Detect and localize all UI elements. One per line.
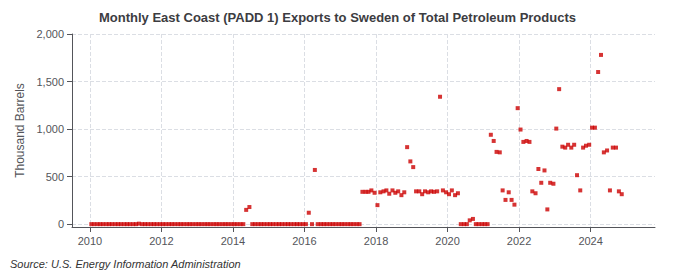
svg-text:2010: 2010	[78, 235, 102, 247]
svg-text:2012: 2012	[149, 235, 173, 247]
svg-text:2018: 2018	[364, 235, 388, 247]
svg-text:500: 500	[46, 171, 64, 183]
svg-text:2,000: 2,000	[36, 28, 64, 40]
svg-text:2024: 2024	[578, 235, 602, 247]
svg-text:Source: U.S. Energy Informatio: Source: U.S. Energy Information Administ…	[10, 258, 241, 270]
svg-text:2016: 2016	[292, 235, 316, 247]
svg-text:1,000: 1,000	[36, 123, 64, 135]
svg-text:Thousand Barrels: Thousand Barrels	[13, 83, 27, 178]
svg-text:2014: 2014	[221, 235, 245, 247]
svg-text:2022: 2022	[507, 235, 531, 247]
svg-text:1,500: 1,500	[36, 76, 64, 88]
svg-text:2020: 2020	[435, 235, 459, 247]
svg-text:0: 0	[58, 218, 64, 230]
svg-text:Monthly East Coast (PADD 1) Ex: Monthly East Coast (PADD 1) Exports to S…	[99, 10, 576, 25]
